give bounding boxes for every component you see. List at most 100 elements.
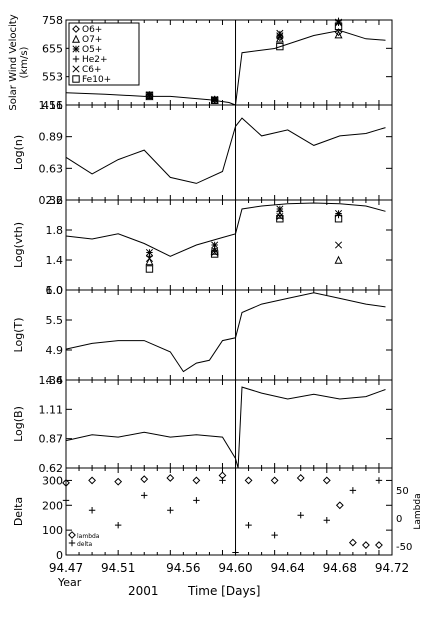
y-tick-label: 1.11 <box>39 403 64 416</box>
legend-label: lambda <box>77 533 100 540</box>
data-point-c6+ <box>145 91 154 99</box>
data-point-fe10+ <box>210 250 219 258</box>
panel-0: 758 655 553 451 Solar Wind Velocity (km/s) O6+… <box>8 14 393 112</box>
y-tick-label: 553 <box>42 71 63 84</box>
y-axis-label: Log(T) <box>12 318 25 353</box>
legend-marker <box>72 75 80 83</box>
legend-label: O6+ <box>82 25 102 35</box>
legend-marker <box>72 55 80 63</box>
data-point-lambda <box>114 477 123 486</box>
y-axis-label: Solar Wind Velocity <box>8 14 19 110</box>
legend-marker <box>68 531 76 539</box>
x-tick-label: 94.47 <box>49 561 83 575</box>
y-tick-label: 100 <box>42 524 63 537</box>
x-tick-label: 94.72 <box>375 561 409 575</box>
data-point-delta <box>88 507 96 514</box>
data-point-fe10+ <box>145 91 154 100</box>
panel-frame <box>65 199 393 291</box>
panel-frame <box>65 289 393 381</box>
y2-tick-label: 50 <box>396 486 409 497</box>
legend-marker <box>72 45 80 53</box>
legend-marker <box>71 34 81 43</box>
data-point-lambda <box>375 541 383 549</box>
data-line <box>65 386 386 469</box>
y-tick-label: 1.36 <box>39 374 64 387</box>
data-point-o7+ <box>275 210 284 219</box>
data-point-lambda <box>348 538 357 547</box>
y2-tick-label: -50 <box>396 542 412 553</box>
panel-1: 1.16 0.89 0.63 0.36 Log(n) <box>12 99 393 207</box>
y-tick-label: 4.4 <box>46 374 64 387</box>
data-point-delta <box>297 512 304 519</box>
panels-group: 758 655 553 451 Solar Wind Velocity (km/s) O6+… <box>8 14 423 562</box>
data-point-lambda <box>244 476 253 485</box>
y-tick-label: 1.4 <box>46 254 64 267</box>
data-point-delta <box>193 497 200 504</box>
data-point-lambda <box>88 476 96 485</box>
data-point-o7+ <box>275 34 284 43</box>
data-point-lambda <box>362 541 370 549</box>
footer-year-value: 2001 <box>128 584 159 598</box>
x-axis-group: 94.47 94.51 94.56 94.60 94.64 94.68 94.72 <box>49 561 409 575</box>
legend-label: He2+ <box>82 55 108 65</box>
x-tick-label: 94.68 <box>323 561 357 575</box>
data-point-o7+ <box>334 255 343 264</box>
panel-3: 6.0 5.5 4.9 4.4 Log(T) <box>12 284 393 387</box>
data-point-lambda <box>322 476 331 485</box>
legend-label: C6+ <box>82 65 102 75</box>
y-axis-label: Log(vth) <box>12 222 25 268</box>
data-point-lambda <box>140 475 149 484</box>
data-point-he2+ <box>335 211 342 219</box>
y-tick-label: 0.89 <box>39 131 64 144</box>
data-point-delta <box>349 487 357 494</box>
data-point-fe10+ <box>145 265 154 273</box>
data-point-c6+ <box>276 29 284 37</box>
panel-4: 1.36 1.11 0.87 0.62 Log(B) <box>12 374 393 475</box>
y-tick-label: 0.36 <box>39 194 64 207</box>
panel-frame <box>65 104 393 201</box>
y-tick-label: 0.87 <box>39 433 64 446</box>
data-point-fe10+ <box>210 96 219 104</box>
y2-axis-label: Lambda <box>413 493 423 529</box>
data-point-delta <box>114 521 122 529</box>
data-point-o6+ <box>334 28 343 37</box>
data-point-c6+ <box>211 96 219 104</box>
y-axis-label-line2: (km/s) <box>19 46 30 78</box>
data-point-fe10+ <box>276 42 284 51</box>
data-point-fe10+ <box>334 22 343 31</box>
legend-label: Fe10+ <box>82 75 111 85</box>
legend-marker <box>68 539 76 547</box>
x-tick-label: 94.56 <box>166 561 200 575</box>
data-line <box>65 202 386 257</box>
data-point-lambda <box>296 474 305 482</box>
y-tick-label: 300 <box>42 474 63 487</box>
panel-2: 2.2 1.8 1.4 1.0 Log(vth) <box>12 194 393 297</box>
data-point-fe10+ <box>276 215 284 223</box>
data-line <box>65 117 386 184</box>
legend-marker <box>72 25 80 33</box>
data-point-delta <box>167 507 174 514</box>
y-tick-label: 1.8 <box>46 224 64 237</box>
data-point-delta <box>245 521 252 529</box>
data-point-o7+ <box>145 257 154 266</box>
data-point-delta <box>141 492 148 499</box>
y-tick-label: 0.62 <box>39 462 64 475</box>
y2-tick-label: 0 <box>396 514 402 525</box>
y-tick-label: 200 <box>42 499 63 512</box>
data-point-o5+ <box>145 248 154 257</box>
data-point-lambda <box>192 476 201 485</box>
y-axis-label: Log(B) <box>12 406 25 442</box>
data-point-delta <box>271 531 278 539</box>
data-point-lambda <box>270 476 279 485</box>
data-point-o5+ <box>211 241 219 249</box>
y-tick-label: 1.16 <box>39 99 64 112</box>
data-point-o7+ <box>334 30 343 39</box>
footer-year-label: Year <box>57 576 82 589</box>
data-point-delta <box>323 517 330 524</box>
x-tick-label: 94.60 <box>218 561 252 575</box>
y-tick-label: 4.9 <box>46 344 64 357</box>
y-tick-label: 0.63 <box>39 162 64 175</box>
data-point-c6+ <box>334 241 343 249</box>
y-tick-label: 5.5 <box>46 314 64 327</box>
